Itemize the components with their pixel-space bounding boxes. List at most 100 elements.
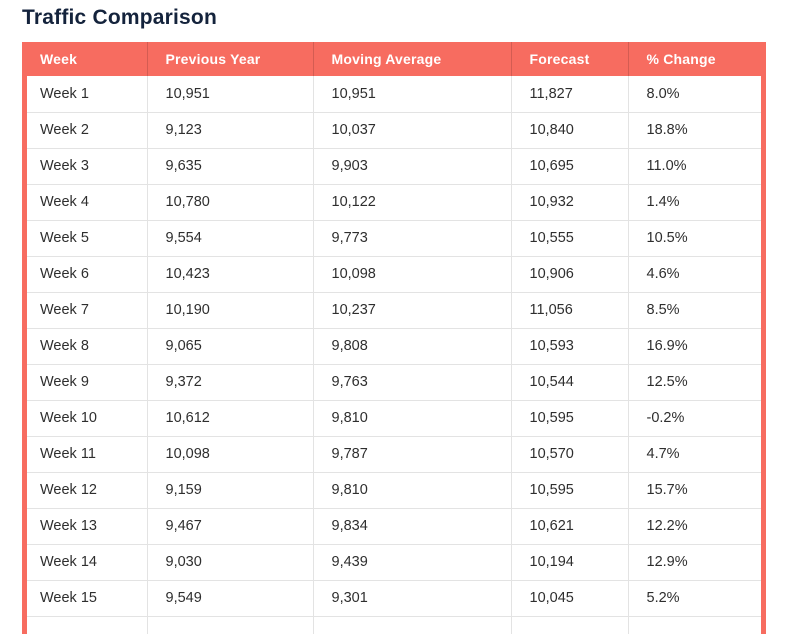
week-label-cell: Week 12 bbox=[27, 472, 148, 509]
value-cell: 10,570 bbox=[511, 436, 629, 473]
week-label-cell: Week 11 bbox=[27, 436, 148, 473]
week-label-cell: Week 8 bbox=[27, 328, 148, 365]
table-row: Week 15 9,549 9,301 10,045 5.2% bbox=[27, 580, 761, 617]
value-cell: 10,695 bbox=[511, 148, 629, 185]
traffic-table-frame: Week Previous Year Moving Average Forecast%… bbox=[22, 42, 766, 634]
table-row: Week 5 9,554 9,773 10,555 10.5% bbox=[27, 220, 761, 257]
page-title: Traffic Comparison bbox=[22, 6, 217, 29]
table-body: Week 1 10,951 10,951 11,827 8.0% Week 2 9,123 1… bbox=[27, 76, 761, 634]
value-cell: 1.4% bbox=[628, 184, 761, 221]
column-header-moving-average: Moving Average bbox=[313, 42, 512, 76]
value-cell: 4.7% bbox=[628, 436, 761, 473]
table-row: Week 2 9,123 10,037 10,840 18.8% bbox=[27, 112, 761, 149]
table-row: Week 6 10,423 10,098 10,906 4.6% bbox=[27, 256, 761, 293]
week-label-cell: Week 4 bbox=[27, 184, 148, 221]
value-cell: 11,056 bbox=[511, 292, 629, 329]
value-cell: 10,098 bbox=[313, 256, 512, 293]
value-cell: 10,595 bbox=[511, 400, 629, 437]
week-label-cell: Week 2 bbox=[27, 112, 148, 149]
table-row-partial bbox=[27, 616, 761, 634]
column-header-previous-year: Previous Year bbox=[147, 42, 314, 76]
week-label-cell: Week 6 bbox=[27, 256, 148, 293]
value-cell: 8.5% bbox=[628, 292, 761, 329]
value-cell: -0.2% bbox=[628, 400, 761, 437]
value-cell: 9,787 bbox=[313, 436, 512, 473]
week-label-cell: Week 10 bbox=[27, 400, 148, 437]
table-row: Week 4 10,780 10,122 10,932 1.4% bbox=[27, 184, 761, 221]
empty-cell bbox=[511, 616, 629, 634]
value-cell: 15.7% bbox=[628, 472, 761, 509]
value-cell: 10,621 bbox=[511, 508, 629, 545]
value-cell: 9,810 bbox=[313, 400, 512, 437]
value-cell: 9,372 bbox=[147, 364, 314, 401]
empty-cell bbox=[27, 616, 148, 634]
value-cell: 10,906 bbox=[511, 256, 629, 293]
table-row: Week 13 9,467 9,834 10,621 12.2% bbox=[27, 508, 761, 545]
value-cell: 12.5% bbox=[628, 364, 761, 401]
value-cell: 9,439 bbox=[313, 544, 512, 581]
value-cell: 9,123 bbox=[147, 112, 314, 149]
value-cell: 10,951 bbox=[313, 76, 512, 113]
column-header-forecast: Forecast bbox=[511, 42, 629, 76]
value-cell: 9,065 bbox=[147, 328, 314, 365]
value-cell: 10,555 bbox=[511, 220, 629, 257]
week-label-cell: Week 1 bbox=[27, 76, 148, 113]
table-row: Week 10 10,612 9,810 10,595 -0.2% bbox=[27, 400, 761, 437]
value-cell: 10,045 bbox=[511, 580, 629, 617]
value-cell: 12.2% bbox=[628, 508, 761, 545]
week-label-cell: Week 5 bbox=[27, 220, 148, 257]
value-cell: 9,763 bbox=[313, 364, 512, 401]
value-cell: 8.0% bbox=[628, 76, 761, 113]
value-cell: 10,122 bbox=[313, 184, 512, 221]
table-row: Week 12 9,159 9,810 10,595 15.7% bbox=[27, 472, 761, 509]
week-label-cell: Week 9 bbox=[27, 364, 148, 401]
value-cell: 10,190 bbox=[147, 292, 314, 329]
value-cell: 10,840 bbox=[511, 112, 629, 149]
table-row: Week 8 9,065 9,808 10,593 16.9% bbox=[27, 328, 761, 365]
empty-cell bbox=[628, 616, 761, 634]
value-cell: 9,549 bbox=[147, 580, 314, 617]
value-cell: 10,932 bbox=[511, 184, 629, 221]
value-cell: 9,301 bbox=[313, 580, 512, 617]
value-cell: 9,773 bbox=[313, 220, 512, 257]
value-cell: 9,030 bbox=[147, 544, 314, 581]
week-label-cell: Week 3 bbox=[27, 148, 148, 185]
value-cell: 18.8% bbox=[628, 112, 761, 149]
empty-cell bbox=[313, 616, 512, 634]
value-cell: 9,834 bbox=[313, 508, 512, 545]
traffic-comparison-table: Week Previous Year Moving Average Forecast%… bbox=[27, 42, 761, 634]
value-cell: 10,237 bbox=[313, 292, 512, 329]
table-row: Week 7 10,190 10,237 11,056 8.5% bbox=[27, 292, 761, 329]
table-header-row: Week Previous Year Moving Average Forecast%… bbox=[27, 42, 761, 76]
column-header-week: Week bbox=[27, 42, 148, 76]
column-header-change: % Change bbox=[628, 42, 761, 76]
table-row: Week 9 9,372 9,763 10,544 12.5% bbox=[27, 364, 761, 401]
table-row: Week 11 10,098 9,787 10,570 4.7% bbox=[27, 436, 761, 473]
value-cell: 9,810 bbox=[313, 472, 512, 509]
value-cell: 11.0% bbox=[628, 148, 761, 185]
value-cell: 10.5% bbox=[628, 220, 761, 257]
week-label-cell: Week 15 bbox=[27, 580, 148, 617]
value-cell: 16.9% bbox=[628, 328, 761, 365]
value-cell: 10,194 bbox=[511, 544, 629, 581]
value-cell: 10,544 bbox=[511, 364, 629, 401]
value-cell: 10,951 bbox=[147, 76, 314, 113]
value-cell: 9,635 bbox=[147, 148, 314, 185]
value-cell: 10,595 bbox=[511, 472, 629, 509]
value-cell: 9,159 bbox=[147, 472, 314, 509]
week-label-cell: Week 7 bbox=[27, 292, 148, 329]
table-header: Week Previous Year Moving Average Forecast%… bbox=[27, 42, 761, 76]
value-cell: 4.6% bbox=[628, 256, 761, 293]
value-cell: 9,808 bbox=[313, 328, 512, 365]
value-cell: 9,554 bbox=[147, 220, 314, 257]
value-cell: 10,423 bbox=[147, 256, 314, 293]
table-row: Week 3 9,635 9,903 10,695 11.0% bbox=[27, 148, 761, 185]
value-cell: 10,780 bbox=[147, 184, 314, 221]
value-cell: 11,827 bbox=[511, 76, 629, 113]
empty-cell bbox=[147, 616, 314, 634]
value-cell: 10,098 bbox=[147, 436, 314, 473]
week-label-cell: Week 13 bbox=[27, 508, 148, 545]
value-cell: 5.2% bbox=[628, 580, 761, 617]
table-row: Week 1 10,951 10,951 11,827 8.0% bbox=[27, 76, 761, 113]
